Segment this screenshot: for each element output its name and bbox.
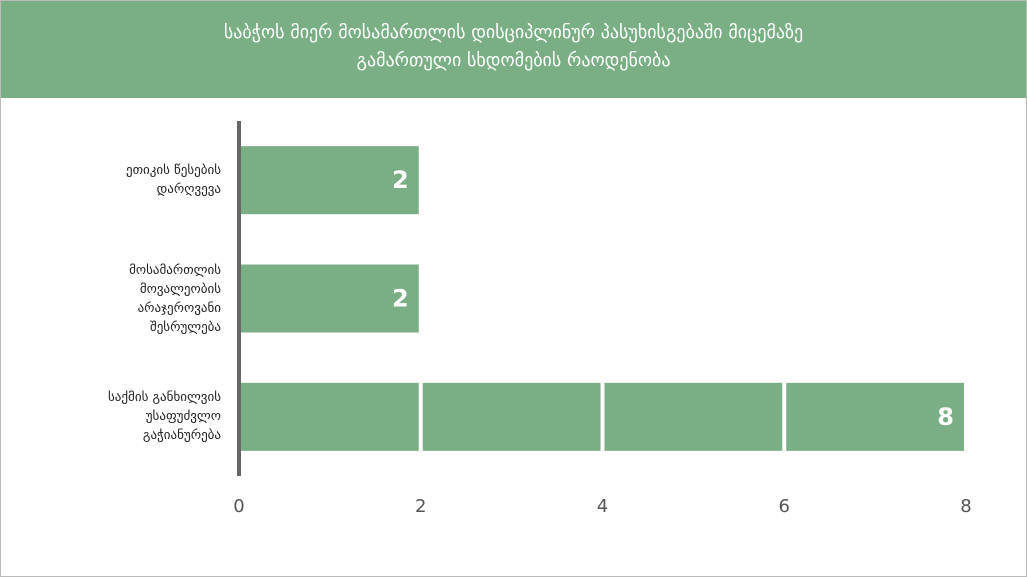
data-label: 8 <box>937 403 954 431</box>
x-tick-label: 8 <box>960 496 971 517</box>
chart-title: საბჭოს მიერ მოსამართლის დისციპლინურ პასუ… <box>223 22 804 71</box>
x-tick-label: 4 <box>597 496 608 517</box>
category-label: ეთიკის წესების დარღვევა <box>126 163 221 198</box>
x-tick-label: 2 <box>415 496 426 517</box>
category-label: მოსამართლის მოვალეობის არაჯეროვანი შესრუ… <box>129 262 221 335</box>
data-label: 2 <box>392 285 409 313</box>
category-label: საქმის განხილვის უსაფუძვლო გაჭიანურება <box>108 390 221 444</box>
x-tick-label: 6 <box>779 496 790 517</box>
data-label: 2 <box>392 166 409 194</box>
header: საბჭოს მიერ მოსამართლის დისციპლინურ პასუ… <box>1 1 1026 98</box>
x-tick-label: 0 <box>233 496 244 517</box>
bar <box>239 264 421 333</box>
bar <box>239 146 421 215</box>
